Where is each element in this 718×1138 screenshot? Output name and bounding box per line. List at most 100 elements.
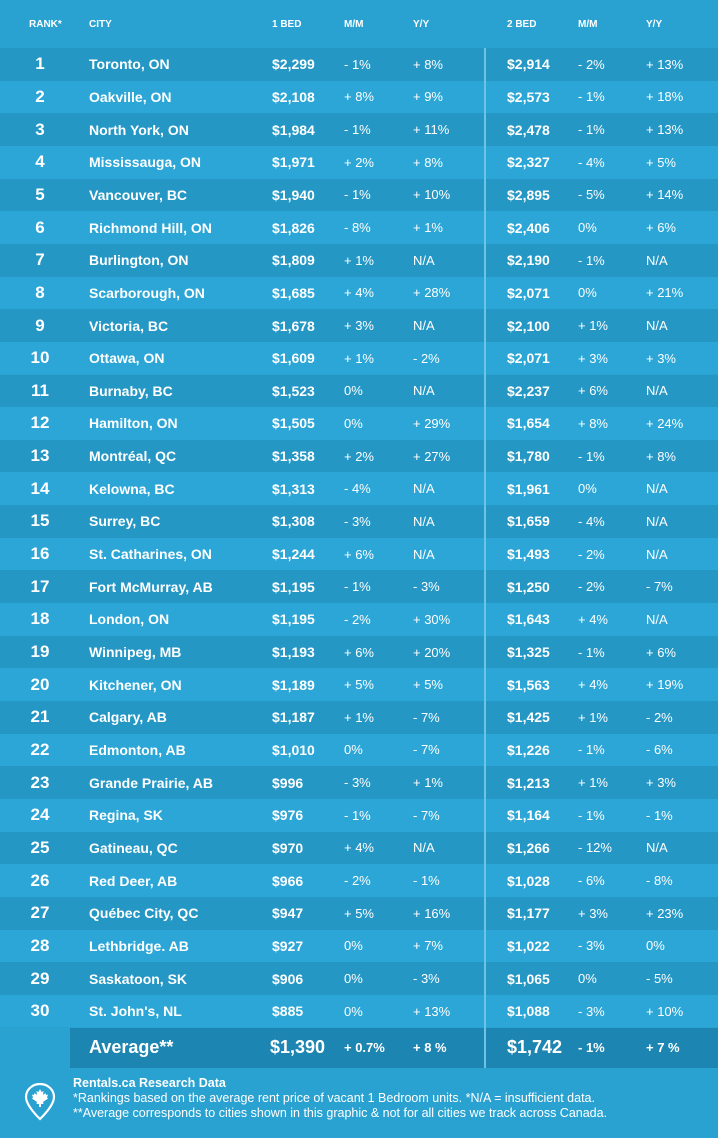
cell: $1,065 <box>507 970 550 987</box>
cell: - 2% <box>646 709 673 725</box>
cell: $2,071 <box>507 350 550 367</box>
cell: 0% <box>578 971 597 986</box>
table-row: 12 Hamilton, ON $1,505 0% + 29% $1,654 + 8% + 2… <box>0 407 718 440</box>
cell: + 1% <box>578 775 608 791</box>
rank: 16 <box>30 544 50 564</box>
cell: 0% <box>344 971 363 986</box>
cell: - 1% <box>344 187 371 203</box>
table-row: 23 Grande Prairie, AB $996 - 3% + 1% $1,213 + … <box>0 766 718 799</box>
cell: + 6% <box>344 546 374 562</box>
cell: + 2% <box>344 448 374 464</box>
cell: $1,187 <box>272 709 315 726</box>
cell: 0% <box>578 285 597 301</box>
rank: 1 <box>35 54 45 74</box>
table-row: 24 Regina, SK $976 - 1% - 7% $1,164 - 1% - 1% <box>0 798 718 832</box>
cell: 0% <box>344 415 363 431</box>
city: Mississauga, ON <box>89 154 202 171</box>
table-row: 2 Oakville, ON $2,108 + 8% + 9% $2,573 - 1% + 1… <box>0 80 718 114</box>
cell: + 1% <box>344 350 374 366</box>
cell: - 1% <box>344 56 371 72</box>
column-separator <box>484 48 486 1068</box>
cell: + 9% <box>413 89 443 105</box>
rank: 5 <box>35 184 45 204</box>
cell: + 13% <box>646 56 684 72</box>
cell: - 1% <box>344 122 371 138</box>
cell: $1,563 <box>507 676 550 693</box>
cell: 0% <box>578 481 597 497</box>
rank: 3 <box>35 119 45 139</box>
table-row: 14 Kelowna, BC $1,313 - 4% N/A $1,961 0% N/A <box>0 472 718 506</box>
cell: $1,213 <box>507 774 550 791</box>
cell: - 5% <box>578 187 605 203</box>
average-cell: $1,742 <box>507 1037 563 1058</box>
cell: $1,505 <box>272 415 315 432</box>
cell: $1,654 <box>507 415 550 432</box>
cell: $2,327 <box>507 154 550 171</box>
table-row: 13 Montréal, QC $1,358 + 2% + 27% $1,780 - 1% +… <box>0 439 718 473</box>
footer-title: Rentals.ca Research Data <box>73 1076 226 1090</box>
cell: N/A <box>413 318 435 333</box>
city: Lethbridge. AB <box>89 937 189 954</box>
rank: 21 <box>30 707 50 727</box>
rank: 10 <box>30 348 50 368</box>
cell: $906 <box>272 970 304 987</box>
cell: + 6% <box>578 383 608 399</box>
city: Grande Prairie, AB <box>89 774 213 791</box>
cell: 0% <box>578 220 597 236</box>
table-row: 7 Burlington, ON $1,809 + 1% N/A $2,190 - 1% N/… <box>0 243 718 277</box>
cell: N/A <box>646 252 668 268</box>
city: Québec City, QC <box>89 905 199 922</box>
cell: - 5% <box>646 971 673 986</box>
table-row: 27 Québec City, QC $947 + 5% + 16% $1,177 + 3%… <box>0 896 718 930</box>
cell: $2,071 <box>507 284 550 301</box>
rank: 30 <box>30 1001 50 1021</box>
average-cell: Average** <box>89 1037 174 1058</box>
cell: $1,609 <box>272 350 315 367</box>
column-header: 2 BED <box>507 18 537 30</box>
cell: + 5% <box>344 677 374 693</box>
city: Montréal, QC <box>89 448 177 465</box>
rank: 2 <box>35 86 45 106</box>
rank: 20 <box>30 674 50 694</box>
cell: $2,299 <box>272 56 315 73</box>
cell: + 5% <box>413 677 443 693</box>
city: Calgary, AB <box>89 709 167 726</box>
cell: $1,189 <box>272 676 315 693</box>
cell: + 6% <box>646 644 676 660</box>
column-header: 1 BED <box>272 18 302 30</box>
cell: - 7% <box>413 742 440 758</box>
table-row: 29 Saskatoon, SK $906 0% - 3% $1,065 0% - 5% <box>0 962 718 995</box>
table-row: 21 Calgary, AB $1,187 + 1% - 7% $1,425 + 1% - 2… <box>0 701 718 734</box>
logo-pin <box>24 1082 56 1121</box>
cell: $1,088 <box>507 1003 550 1020</box>
table-row: 19 Winnipeg, MB $1,193 + 6% + 20% $1,325 - 1% +… <box>0 635 718 669</box>
city: Scarborough, ON <box>89 284 205 301</box>
cell: + 5% <box>646 154 676 170</box>
cell: $2,914 <box>507 56 550 73</box>
cell: $2,406 <box>507 219 550 236</box>
rent-table: RANK* CITY 1 BED M/M Y/Y 2 BED M/M Y/Y 1 Toronto,… <box>0 18 718 1068</box>
cell: $1,313 <box>272 480 315 497</box>
cell: $885 <box>272 1003 304 1020</box>
cell: $1,177 <box>507 905 550 922</box>
rank: 17 <box>30 576 50 596</box>
city: St. John's, NL <box>89 1003 182 1020</box>
table-row: 30 St. John's, NL $885 0% + 13% $1,088 - 3% + 1… <box>0 994 718 1028</box>
table-row: 25 Gatineau, QC $970 + 4% N/A $1,266 - 12% N/A <box>0 831 718 865</box>
table-row: 3 North York, ON $1,984 - 1% + 11% $2,478 - 1%… <box>0 113 718 146</box>
city: Red Deer, AB <box>89 872 178 889</box>
city: Kitchener, ON <box>89 676 182 693</box>
rank: 7 <box>35 250 45 270</box>
table-row: 5 Vancouver, BC $1,940 - 1% + 10% $2,895 - 5% +… <box>0 178 718 212</box>
cell: + 19% <box>646 677 684 693</box>
city: Victoria, BC <box>89 317 169 334</box>
cell: $966 <box>272 872 304 889</box>
cell: - 7% <box>646 579 673 595</box>
cell: $2,100 <box>507 317 550 334</box>
cell: + 24% <box>646 415 684 431</box>
cell: + 1% <box>578 709 608 725</box>
cell: - 2% <box>344 611 371 627</box>
cell: $1,940 <box>272 186 315 203</box>
city: Vancouver, BC <box>89 186 188 203</box>
cell: - 3% <box>344 775 371 791</box>
